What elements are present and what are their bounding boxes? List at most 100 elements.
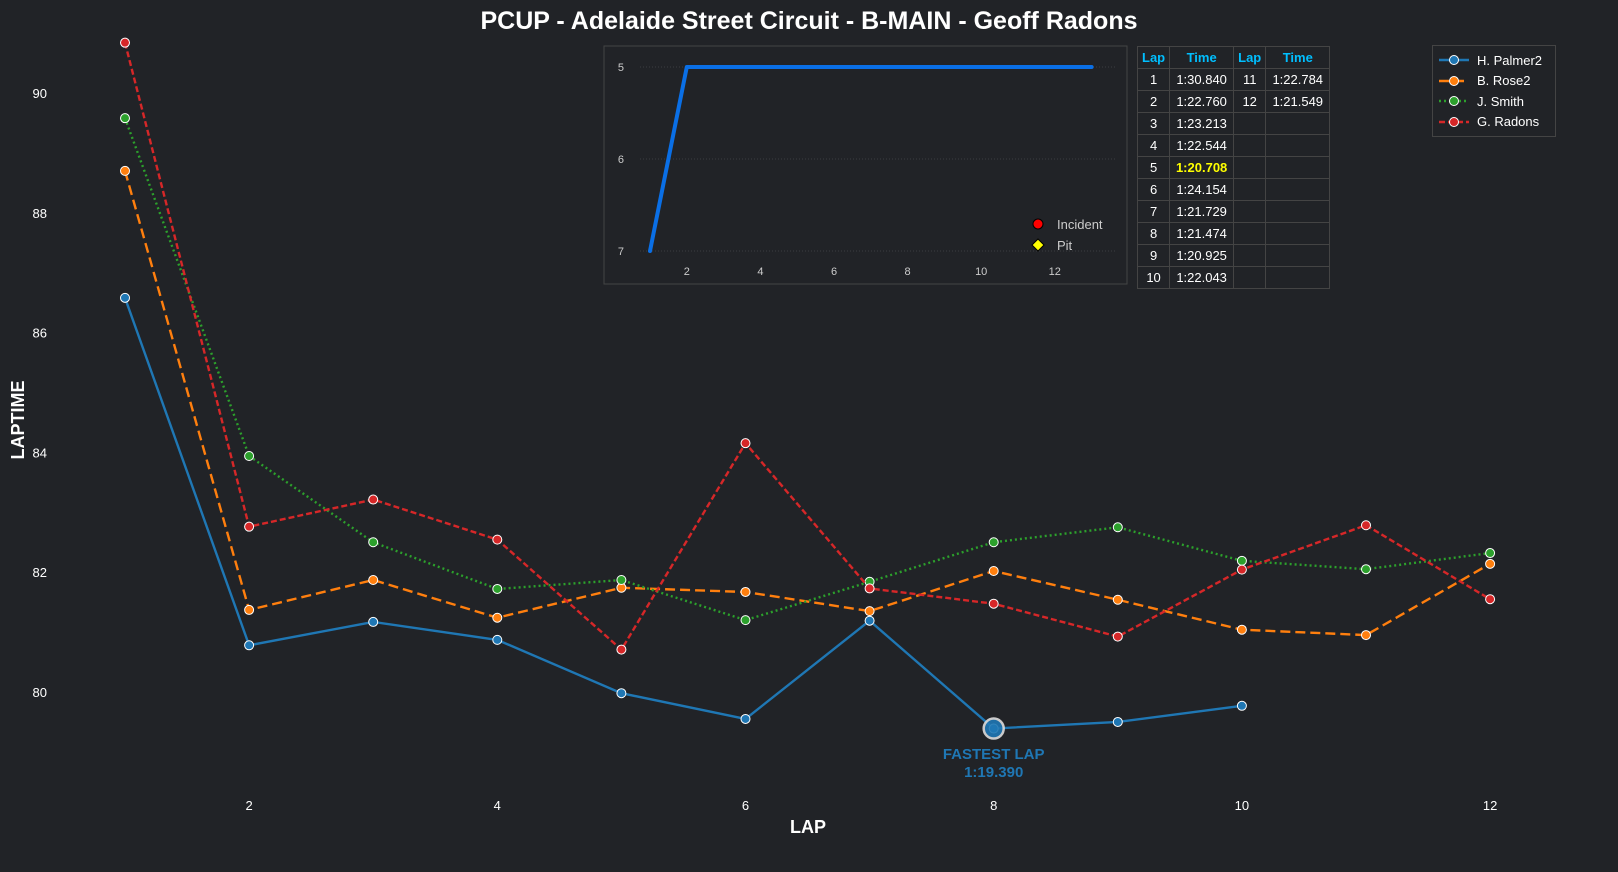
table-cell: 5: [1136, 156, 1171, 179]
table-cell: [1265, 112, 1331, 135]
inset-position-line: [648, 65, 1094, 253]
legend-line-icon: [1439, 116, 1469, 127]
data-point: [368, 616, 379, 627]
legend-label: G. Radons: [1477, 114, 1540, 130]
data-point: [492, 634, 503, 645]
x-axis-label: LAP: [790, 817, 826, 837]
data-point: [740, 713, 751, 724]
data-point: [120, 113, 130, 124]
data-point: [988, 537, 999, 548]
legend-item: B. Rose2: [1439, 71, 1555, 92]
table-cell: 4: [1136, 134, 1171, 157]
table-cell: 12: [1233, 90, 1267, 113]
legend-label: J. Smith: [1477, 93, 1524, 109]
table-cell: [1233, 134, 1267, 157]
table-cell: 1:22.784: [1265, 68, 1331, 91]
table-header: Time: [1265, 46, 1331, 69]
data-point: [1361, 564, 1371, 575]
data-point: [492, 583, 503, 594]
chart-title: PCUP - Adelaide Street Circuit - B-MAIN …: [480, 7, 1137, 35]
data-point: [1485, 594, 1496, 605]
table-cell: 3: [1136, 112, 1171, 135]
data-point: [616, 574, 627, 585]
table-cell: 10: [1136, 266, 1171, 289]
pit-marker-icon: [1031, 238, 1045, 252]
table-row: 5 1:20.708: [1136, 156, 1331, 179]
table-cell: [1265, 200, 1331, 223]
data-point: [120, 292, 130, 303]
table-cell: 11: [1233, 68, 1267, 91]
data-point: [244, 640, 255, 651]
table-row: 7 1:21.729: [1136, 200, 1331, 223]
inset-x-tick-label: 12: [1049, 266, 1061, 278]
inset-x-tick-label: 10: [975, 266, 987, 278]
table-row: 6 1:24.154: [1136, 178, 1331, 201]
data-point: [244, 521, 255, 532]
table-cell: 1: [1136, 68, 1171, 91]
table-cell: 7: [1136, 200, 1171, 223]
series-line-h-palmer2: [123, 297, 1243, 730]
data-point: [988, 566, 999, 577]
table-cell: 1:21.549: [1265, 90, 1331, 113]
data-point: [616, 688, 627, 699]
table-cell: 1:21.729: [1169, 200, 1235, 223]
data-point: [616, 644, 627, 655]
table-cell: [1233, 112, 1267, 135]
data-point: [492, 534, 503, 545]
table-row: 2 1:22.760 12 1:21.549: [1136, 90, 1331, 113]
data-point: [1236, 700, 1247, 711]
table-cell: 8: [1136, 222, 1171, 245]
incident-marker-icon: [1032, 218, 1044, 230]
table-cell: [1233, 178, 1267, 201]
data-point: [1112, 522, 1123, 533]
data-point: [864, 615, 875, 626]
y-axis-label: LAPTIME: [8, 381, 28, 460]
table-cell: [1233, 244, 1267, 267]
fastest-lap-label: FASTEST LAP: [943, 746, 1045, 763]
series-line-b-rose2: [123, 170, 1491, 637]
data-point: [1112, 594, 1123, 605]
data-point: [1112, 716, 1123, 727]
lap-times-table: Lap Time Lap Time 1 1:30.840 11 1:22.784 2 1:22.7…: [1136, 46, 1331, 289]
y-tick-label: 88: [33, 206, 47, 221]
inset-x-tick-label: 8: [905, 266, 911, 278]
data-point: [1236, 564, 1247, 575]
legend-label: H. Palmer2: [1477, 52, 1543, 68]
legend: H. Palmer2 B. Rose2 J. Smith G. Radons: [1432, 45, 1556, 137]
data-point: [244, 450, 255, 461]
x-tick-label: 10: [1235, 798, 1249, 813]
legend-item: H. Palmer2: [1439, 50, 1555, 71]
fastest-lap-time: 1:19.390: [964, 764, 1023, 781]
legend-line-icon: [1439, 96, 1469, 107]
table-row: 9 1:20.925: [1136, 244, 1331, 267]
inset-y-tick-label: 5: [618, 62, 624, 74]
y-tick-label: 82: [33, 565, 47, 580]
data-point: [368, 537, 379, 548]
data-point: [740, 586, 751, 597]
inset-y-tick-label: 6: [618, 154, 624, 166]
legend-line-icon: [1439, 75, 1469, 86]
table-row: 8 1:21.474: [1136, 222, 1331, 245]
inset-legend-label: Incident: [1057, 217, 1103, 232]
data-point: [244, 604, 255, 615]
table-header-row: Lap Time Lap Time: [1136, 46, 1331, 69]
data-point: [1236, 624, 1247, 635]
x-tick-label: 8: [990, 798, 997, 813]
table-cell: 1:21.474: [1169, 222, 1235, 245]
legend-line-icon: [1439, 55, 1469, 66]
series-line-j-smith: [123, 117, 1491, 622]
table-cell: [1265, 134, 1331, 157]
table-header: Time: [1169, 46, 1235, 69]
data-point: [1485, 558, 1496, 569]
y-tick-label: 80: [33, 685, 47, 700]
y-tick-label: 84: [33, 445, 47, 460]
data-point: [1236, 555, 1247, 566]
table-cell: 1:24.154: [1169, 178, 1235, 201]
data-point: [1112, 631, 1123, 642]
x-tick-label: 4: [494, 798, 501, 813]
inset-x-tick-label: 6: [831, 266, 837, 278]
data-point: [1485, 548, 1496, 559]
data-point: [740, 438, 751, 449]
table-cell: [1233, 156, 1267, 179]
data-point: [740, 615, 751, 626]
